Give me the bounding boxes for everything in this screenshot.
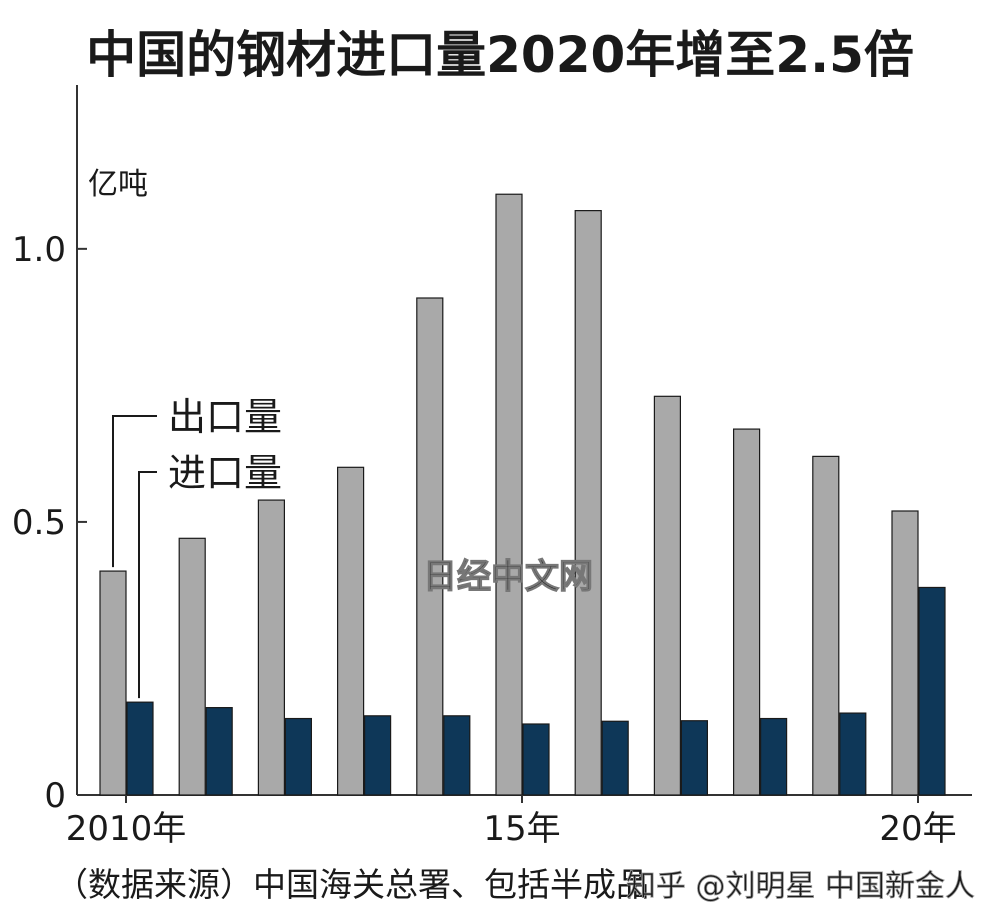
legend-label-export: 出口量 — [168, 395, 282, 439]
legend-leader-import — [138, 471, 157, 699]
bar-series — [99, 193, 946, 796]
source-note: （数据来源）中国海关总署、包括半成品 — [55, 865, 649, 904]
import-bar — [680, 720, 709, 796]
legend-label-import: 进口量 — [168, 451, 282, 495]
export-bar — [653, 395, 682, 796]
import-bar — [522, 723, 550, 796]
export-bar — [495, 193, 523, 796]
import-bar — [601, 720, 629, 796]
x-axis-ticks: 2010年 15年 20年 — [66, 795, 957, 849]
export-bar — [891, 510, 919, 796]
export-bar — [732, 428, 761, 796]
x-tick-label: 15年 — [483, 809, 560, 849]
x-tick-label: 2010年 — [66, 809, 187, 849]
y-axis-unit: 亿吨 — [88, 167, 148, 202]
y-axis-ticks: 0 0.5 1.0 — [12, 230, 87, 816]
export-bar — [257, 499, 285, 796]
import-bar — [759, 717, 788, 796]
chart-title: 中国的钢材进口量2020年增至2.5倍 — [86, 26, 914, 84]
import-bar — [839, 712, 867, 796]
legend-leader-export — [112, 415, 157, 568]
y-tick-label: 1.0 — [12, 230, 66, 270]
export-bar — [178, 537, 206, 796]
import-bar — [205, 707, 233, 796]
import-bar — [126, 701, 154, 796]
import-bar — [918, 586, 946, 796]
export-bar — [337, 466, 365, 796]
export-bar — [99, 570, 127, 796]
export-bar — [812, 455, 840, 796]
watermark-text: 日经中文网 — [423, 557, 593, 597]
import-bar — [284, 717, 312, 796]
y-tick-label: 0 — [44, 776, 66, 816]
y-tick-label: 0.5 — [12, 503, 66, 543]
credit-text: 知乎 @刘明星 中国新金人 — [626, 869, 975, 904]
import-bar — [364, 715, 392, 796]
import-bar — [443, 715, 471, 796]
export-bar — [574, 210, 602, 796]
export-bar — [416, 297, 444, 796]
x-tick-label: 20年 — [879, 809, 956, 849]
